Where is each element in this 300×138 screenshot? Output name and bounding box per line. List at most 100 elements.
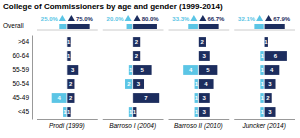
- data-label: 1: [133, 109, 137, 115]
- bar: [67, 51, 71, 61]
- male-pct: 75.0%: [76, 16, 94, 22]
- center-line: [132, 35, 133, 119]
- bar: [133, 37, 141, 47]
- overall-axis-line: [169, 30, 230, 31]
- bar: [198, 79, 213, 89]
- panel: 41113221Prodi (1999)25.0%75.0%: [37, 15, 98, 130]
- data-label: 3: [202, 53, 206, 59]
- data-label: 1: [261, 109, 265, 115]
- overall-label: Overall: [3, 22, 24, 29]
- center-line: [66, 35, 67, 119]
- overall-axis-line: [103, 30, 164, 31]
- overall-bar: [198, 24, 218, 29]
- bar: [52, 93, 67, 103]
- y-tick: 55-59: [12, 66, 32, 73]
- center-line: [264, 24, 265, 29]
- center-line: [198, 35, 199, 119]
- female-pct: 20.0%: [107, 16, 125, 22]
- female-pct: 32.1%: [238, 16, 256, 22]
- overall-axis: [37, 30, 98, 31]
- bars: [260, 35, 287, 119]
- data-label: 3: [202, 95, 206, 101]
- gender-icon: [256, 15, 263, 21]
- data-label: 2: [69, 81, 73, 87]
- data-label: 1: [261, 67, 265, 73]
- bar: [198, 65, 217, 75]
- title: College of Commissioners by age and gend…: [3, 2, 223, 11]
- bar: [183, 65, 198, 75]
- overall-bars: [127, 24, 157, 29]
- data-label: 2: [135, 53, 139, 59]
- male-pct: 80.0%: [142, 16, 160, 22]
- bar: [260, 93, 264, 103]
- overall-bar: [59, 24, 67, 29]
- y-axis: >6460-6455-5950-5445-49<45: [12, 36, 32, 120]
- data-label: 2: [69, 95, 73, 101]
- bar: [264, 65, 279, 75]
- bar: [125, 79, 133, 89]
- data-label: 1: [264, 39, 268, 45]
- center-line: [132, 24, 133, 29]
- bar: [67, 107, 71, 117]
- overall-axis: [103, 30, 164, 31]
- data-label: 1: [261, 81, 265, 87]
- bar: [133, 93, 160, 103]
- bar: [133, 107, 137, 117]
- data-label: 1: [261, 95, 265, 101]
- data-label: 3: [71, 67, 75, 73]
- overall-bar: [127, 24, 133, 29]
- overall-bars: [188, 24, 218, 29]
- center-line: [66, 24, 67, 29]
- bar: [67, 93, 75, 103]
- female-pct: 25.0%: [41, 16, 59, 22]
- group-label: Barroso II (2010): [174, 122, 223, 130]
- data-label: 6: [274, 53, 278, 59]
- panel: 121225371Barroso I (2004)20.0%80.0%: [103, 15, 164, 130]
- bar: [198, 37, 206, 47]
- overall-axis-line: [37, 30, 98, 31]
- bars: [183, 35, 217, 119]
- data-label: 1: [67, 39, 71, 45]
- y-tick: 45-49: [12, 94, 32, 101]
- data-label: 1: [261, 53, 265, 59]
- overall-bar: [254, 24, 264, 29]
- y-tick-label: 50-54: [12, 80, 29, 87]
- gender-icon: [68, 15, 75, 21]
- bar: [264, 79, 275, 89]
- overall-bar: [188, 24, 198, 29]
- data-label: 2: [266, 95, 270, 101]
- x-axis-line: [169, 119, 230, 120]
- data-label: 1: [195, 109, 199, 115]
- bar: [133, 51, 141, 61]
- bar: [195, 93, 199, 103]
- x-axis: [103, 119, 164, 120]
- x-axis: [37, 119, 98, 120]
- bar: [260, 51, 264, 61]
- y-tick-label: <45: [18, 108, 29, 115]
- gender-icon: [125, 15, 132, 21]
- gender-icon: [199, 15, 206, 21]
- y-tick: 60-64: [12, 52, 32, 59]
- y-axis-line: [32, 36, 33, 120]
- bar: [133, 65, 152, 75]
- data-label: 5: [140, 67, 144, 73]
- y-tick-label: 55-59: [12, 66, 29, 73]
- overall-bars: [254, 24, 284, 29]
- data-label: 2: [135, 39, 139, 45]
- bars: [52, 35, 79, 119]
- female-pct: 33.3%: [172, 16, 190, 22]
- data-label: 1: [129, 67, 133, 73]
- bar: [264, 37, 268, 47]
- x-axis-line: [37, 119, 98, 120]
- group-label: Prodi (1999): [49, 122, 85, 130]
- center-line: [198, 24, 199, 29]
- data-label: 1: [67, 53, 71, 59]
- bar: [133, 79, 144, 89]
- x-axis: [169, 119, 230, 120]
- bar: [260, 107, 264, 117]
- overall-axis: [169, 30, 230, 31]
- data-label: 4: [270, 67, 274, 73]
- center-line: [264, 35, 265, 119]
- y-tick: 50-54: [12, 80, 32, 87]
- bar: [67, 79, 75, 89]
